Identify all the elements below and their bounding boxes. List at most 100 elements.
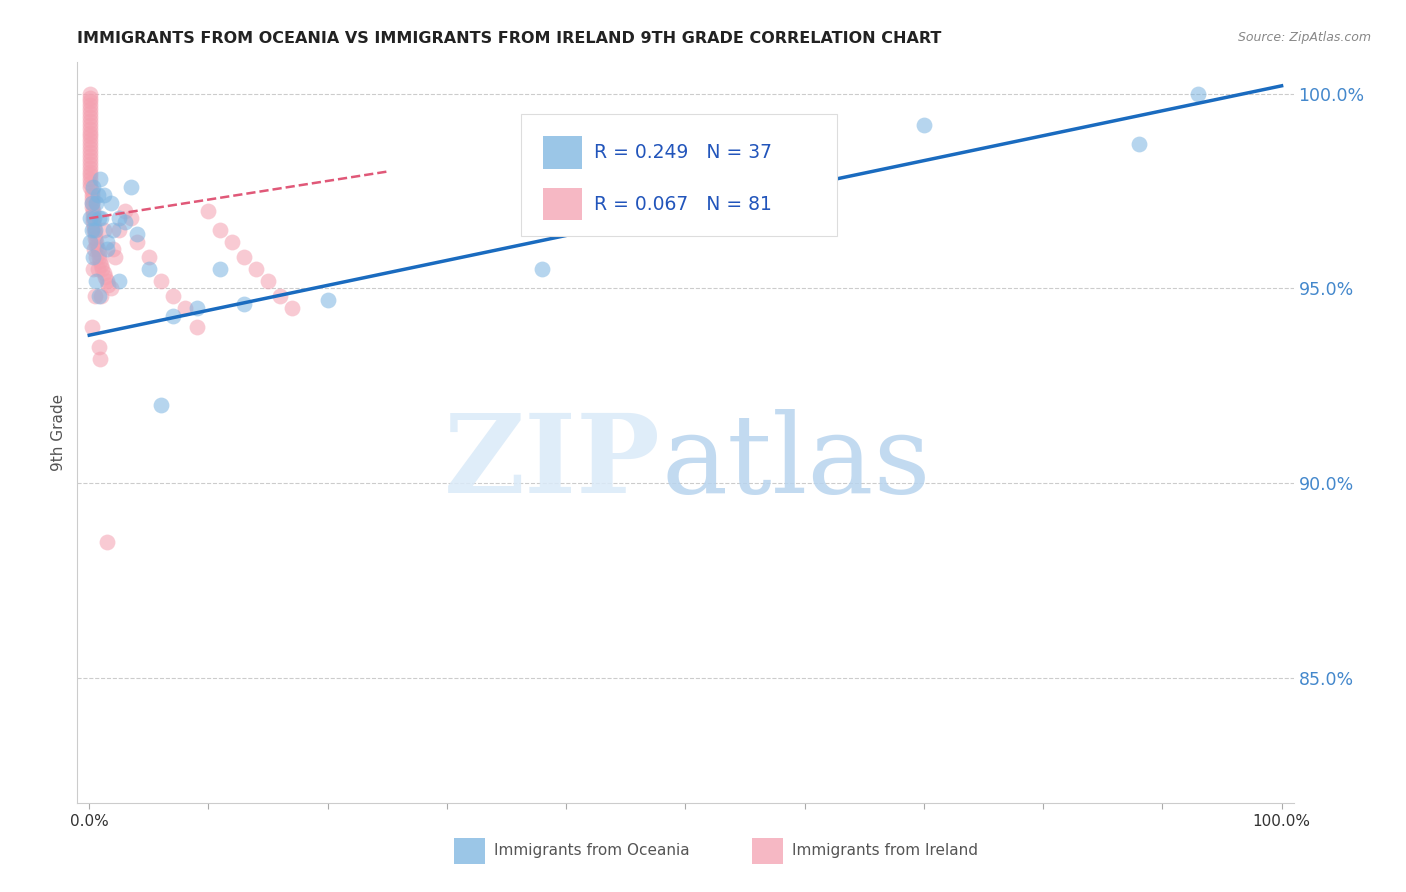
Point [793, 137, 815, 152]
Point [80, 195, 103, 210]
Text: Immigrants from Ireland: Immigrants from Ireland [793, 843, 979, 858]
Point [79, 180, 101, 194]
Point [233, 297, 256, 311]
Point [120, 180, 142, 194]
Point [79, 118, 101, 132]
Point [87, 246, 110, 260]
Point [162, 309, 184, 323]
Point [108, 211, 131, 226]
Point [221, 235, 243, 249]
Point [79, 169, 101, 183]
FancyBboxPatch shape [543, 136, 582, 169]
Point [86, 274, 108, 288]
Point [90, 211, 112, 226]
Point [83, 219, 105, 233]
Point [125, 227, 148, 241]
Point [86, 262, 108, 277]
Text: Source: ZipAtlas.com: Source: ZipAtlas.com [1237, 31, 1371, 45]
Text: IMMIGRANTS FROM OCEANIA VS IMMIGRANTS FROM IRELAND 9TH GRADE CORRELATION CHART: IMMIGRANTS FROM OCEANIA VS IMMIGRANTS FR… [77, 31, 942, 46]
Point [197, 203, 219, 218]
Text: 100.0%: 100.0% [1253, 814, 1310, 830]
Point [80, 195, 103, 210]
Point [173, 301, 195, 315]
Point [162, 289, 184, 303]
Point [82, 207, 104, 221]
Point [80, 188, 103, 202]
Point [82, 211, 104, 226]
Point [79, 211, 101, 226]
Point [82, 215, 104, 229]
Point [86, 235, 108, 249]
Text: R = 0.249   N = 37: R = 0.249 N = 37 [595, 143, 772, 161]
Text: 0.0%: 0.0% [70, 814, 108, 830]
Point [80, 320, 103, 334]
Point [94, 269, 117, 284]
Point [79, 141, 101, 155]
Point [100, 281, 122, 295]
Point [79, 149, 101, 163]
Point [80, 184, 103, 198]
Point [86, 250, 108, 264]
Point [79, 153, 101, 167]
Point [79, 126, 101, 140]
Y-axis label: 9th Grade: 9th Grade [51, 394, 66, 471]
Text: atlas: atlas [661, 409, 931, 516]
Point [83, 243, 105, 257]
Point [138, 250, 160, 264]
Point [89, 172, 111, 186]
Point [1187, 87, 1209, 101]
Point [93, 188, 115, 202]
Point [79, 95, 101, 109]
Point [104, 250, 127, 264]
Point [86, 195, 108, 210]
Point [186, 320, 208, 334]
Point [79, 102, 101, 116]
Point [79, 87, 101, 101]
Point [281, 301, 304, 315]
Point [114, 215, 136, 229]
FancyBboxPatch shape [522, 114, 838, 236]
Point [93, 223, 115, 237]
Point [86, 188, 108, 202]
Point [79, 133, 101, 147]
Point [80, 200, 103, 214]
Text: R = 0.067   N = 81: R = 0.067 N = 81 [595, 194, 772, 213]
Point [86, 238, 108, 252]
Point [138, 262, 160, 277]
Point [82, 203, 104, 218]
Point [80, 192, 103, 206]
Point [89, 254, 111, 268]
Point [87, 340, 110, 354]
Point [257, 274, 280, 288]
Point [79, 90, 101, 104]
Point [89, 351, 111, 366]
Point [97, 277, 120, 292]
Point [79, 157, 101, 171]
Point [91, 262, 114, 277]
Point [120, 211, 142, 226]
Point [233, 250, 256, 264]
Point [79, 137, 101, 152]
Point [79, 235, 101, 249]
Point [84, 289, 107, 303]
Point [79, 110, 101, 124]
Point [79, 121, 101, 136]
Point [96, 243, 118, 257]
FancyBboxPatch shape [454, 838, 485, 864]
Point [245, 262, 267, 277]
Point [84, 227, 107, 241]
Point [79, 161, 101, 175]
Point [80, 223, 103, 237]
Point [912, 118, 935, 132]
Point [87, 211, 110, 226]
Point [108, 223, 131, 237]
Point [79, 164, 101, 178]
Point [101, 243, 124, 257]
Point [1128, 137, 1150, 152]
Point [93, 266, 115, 280]
Point [79, 106, 101, 120]
Point [125, 235, 148, 249]
Point [83, 223, 105, 237]
Point [79, 114, 101, 128]
Text: ZIP: ZIP [444, 409, 661, 516]
